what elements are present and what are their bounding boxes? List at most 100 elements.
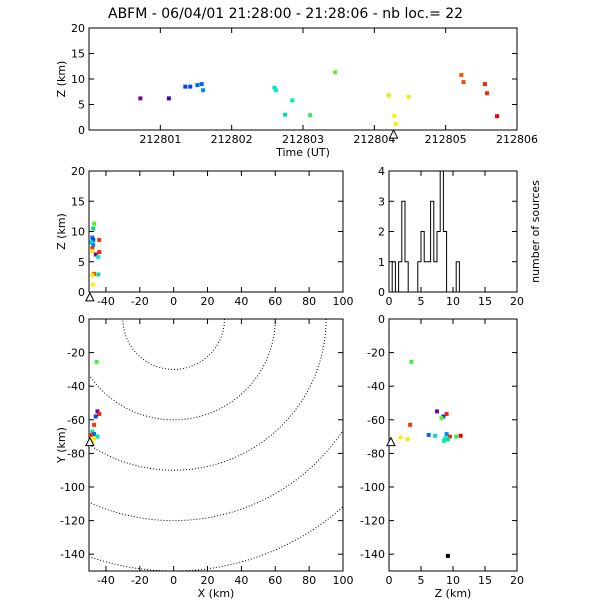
data-point: [444, 432, 449, 437]
histogram-outline: [391, 170, 463, 293]
data-point: [138, 96, 143, 101]
y-axis-label: Y (km): [55, 427, 68, 464]
data-point: [426, 432, 431, 437]
y-tick-label: 20: [71, 165, 85, 178]
data-points: [89, 359, 102, 443]
histogram-bar: [437, 232, 440, 293]
histogram-bar: [443, 232, 446, 293]
data-point: [442, 438, 447, 443]
y-tick-label: 0: [78, 286, 85, 299]
y-tick-label: -20: [367, 347, 385, 360]
data-point: [183, 84, 188, 89]
y-tick-label: -80: [67, 447, 85, 460]
data-point: [188, 84, 193, 89]
data-point: [89, 432, 93, 437]
histogram-bar: [421, 232, 424, 293]
data-point: [97, 411, 102, 416]
data-point: [97, 250, 102, 255]
panel-time_z: 212801 212802 212803 212804 212805 212806 0 5 10…: [55, 22, 538, 159]
x-tick-label: 40: [234, 295, 248, 308]
histogram-bar: [399, 262, 402, 292]
data-point: [195, 83, 200, 88]
data-point: [90, 246, 95, 251]
x-tick-label: 15: [478, 295, 492, 308]
histogram-bar: [418, 262, 421, 292]
data-point: [91, 282, 96, 287]
data-point: [96, 254, 101, 259]
data-point: [290, 98, 295, 103]
data-point: [89, 240, 94, 245]
station-marker: [388, 128, 399, 139]
x-axis-label: X (km): [198, 587, 235, 600]
data-point: [92, 221, 97, 226]
data-point: [90, 273, 95, 278]
y-tick-label: -120: [60, 515, 85, 528]
x-tick-label: 100: [333, 295, 354, 308]
y-tick-label: 1: [378, 256, 385, 269]
panel-z_histogram: 0 5 10 15 20 0 1 2 3 4 number of sources: [378, 165, 542, 308]
data-point: [90, 429, 95, 434]
data-point: [272, 85, 277, 90]
data-point: [97, 237, 102, 242]
x-tick-label: -40: [97, 574, 115, 587]
data-point: [90, 235, 95, 240]
data-point: [96, 272, 101, 277]
data-point: [461, 80, 466, 85]
y-tick-label: -100: [360, 481, 385, 494]
data-point: [447, 434, 452, 439]
x-tick-label: -20: [131, 574, 149, 587]
x-tick-label: 0: [170, 295, 177, 308]
y-axis-label: Z (km): [55, 213, 68, 250]
plot-frame: [88, 170, 344, 293]
station-marker: [85, 436, 95, 447]
x-tick-label: 60: [268, 295, 282, 308]
y-tick-label: -40: [67, 380, 85, 393]
data-point: [93, 414, 98, 419]
x-tick-label: 20: [510, 295, 524, 308]
y-tick-label: 10: [71, 73, 85, 86]
data-point: [166, 96, 171, 101]
data-point: [308, 113, 313, 118]
data-point: [393, 121, 398, 126]
histogram-bar: [402, 201, 405, 292]
data-point: [90, 248, 95, 253]
x-tick-label: 20: [201, 574, 215, 587]
data-point: [91, 226, 96, 231]
data-point: [445, 553, 450, 558]
data-point: [91, 237, 96, 242]
x-tick-label: 212806: [496, 133, 538, 146]
data-point: [333, 70, 338, 75]
y-tick-label: -100: [60, 481, 85, 494]
x-tick-label: 80: [302, 574, 316, 587]
y-tick-label: 5: [78, 99, 85, 112]
x-tick-label: -40: [97, 295, 115, 308]
panel-z_y: 0 5 10 15 20 -140 -120 -100 -80 -60 -40 -20 0 Z (km): [360, 313, 524, 600]
data-point: [458, 433, 463, 438]
y-tick-label: 5: [78, 256, 85, 269]
y-tick-label: -40: [367, 380, 385, 393]
data-point: [409, 359, 414, 364]
x-tick-label: 15: [478, 574, 492, 587]
data-point: [439, 416, 444, 421]
x-tick-label: 20: [510, 574, 524, 587]
data-point: [92, 432, 97, 437]
data-point: [433, 433, 438, 438]
plot-frame: [88, 27, 518, 131]
y-tick-label: 0: [378, 313, 385, 326]
y-tick-label: -60: [67, 414, 85, 427]
y-tick-label: 0: [78, 313, 85, 326]
data-point: [392, 113, 397, 118]
y-tick-label: 0: [378, 286, 385, 299]
y-tick-label: -20: [67, 347, 85, 360]
data-points: [138, 70, 500, 126]
x-tick-label: 10: [446, 574, 460, 587]
x-tick-label: 100: [333, 574, 354, 587]
data-points: [398, 359, 463, 558]
data-point: [454, 434, 459, 439]
x-tick-label: 80: [302, 295, 316, 308]
plot-frame: [388, 318, 518, 572]
x-tick-label: 5: [418, 574, 425, 587]
data-point: [386, 93, 391, 98]
data-point: [91, 242, 96, 247]
histogram-bar: [456, 262, 459, 292]
